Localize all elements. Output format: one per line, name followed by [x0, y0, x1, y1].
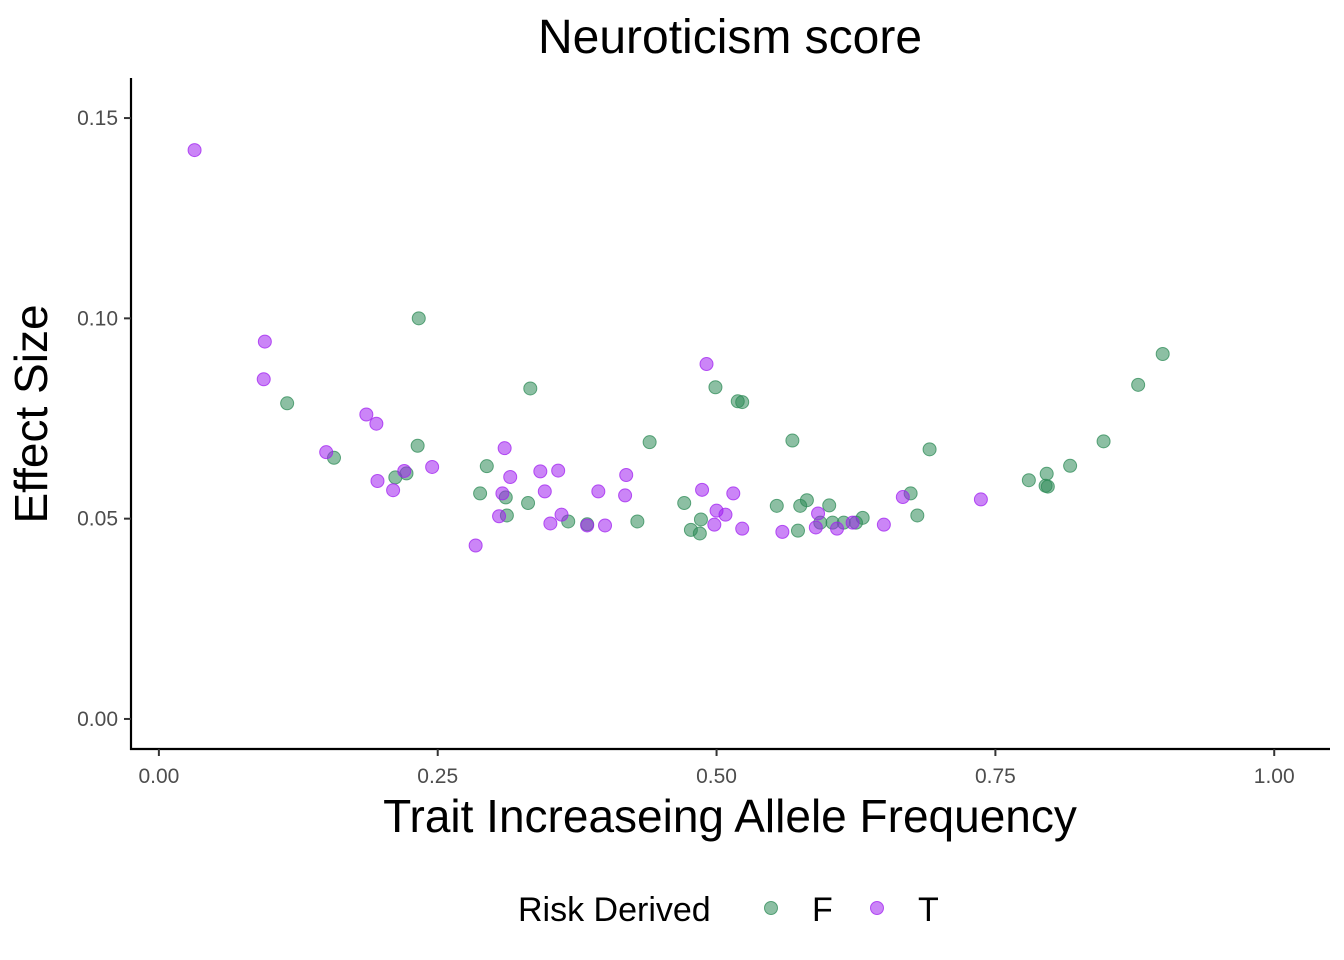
data-point-F	[1155, 347, 1170, 362]
data-point-F	[1063, 458, 1078, 473]
data-point-F	[922, 442, 937, 457]
data-point-T	[497, 441, 512, 456]
data-point-T	[718, 507, 733, 522]
legend-key-T	[870, 901, 884, 915]
data-point-T	[845, 515, 860, 530]
data-point-T	[830, 521, 845, 536]
data-point-T	[503, 469, 518, 484]
data-point-F	[411, 311, 426, 326]
legend-label-T: T	[918, 891, 939, 929]
data-point-F	[692, 526, 707, 541]
data-point-T	[811, 506, 826, 521]
data-point-T	[598, 518, 613, 533]
y-axis-ticks: 0.00 0.05 0.10 0.15	[77, 107, 131, 731]
legend-key-F	[764, 901, 778, 915]
data-point-T	[775, 524, 790, 539]
data-point-F	[910, 508, 925, 523]
data-point-F	[280, 396, 295, 411]
data-point-T	[554, 507, 569, 522]
data-point-F	[473, 486, 488, 501]
data-point-F	[769, 498, 784, 513]
data-point-T	[537, 484, 552, 499]
data-point-T	[591, 484, 606, 499]
data-point-F	[1040, 479, 1055, 494]
data-point-F	[642, 435, 657, 450]
y-tick-label: 0.05	[77, 508, 118, 531]
data-point-F	[521, 496, 536, 511]
data-point-T	[468, 538, 483, 553]
data-point-T	[543, 516, 558, 531]
data-point-F	[410, 438, 425, 453]
data-point-F	[523, 381, 538, 396]
data-point-T	[319, 445, 334, 460]
x-tick-label: 0.25	[417, 765, 458, 788]
data-point-F	[1039, 466, 1054, 481]
x-tick-label: 0.00	[138, 765, 179, 788]
legend-title: Risk Derived	[518, 891, 711, 929]
x-tick-label: 1.00	[1254, 765, 1295, 788]
data-point-T	[551, 463, 566, 478]
data-point-T	[187, 143, 202, 158]
data-point-T	[619, 467, 634, 482]
data-point-F	[735, 395, 750, 410]
y-tick-label: 0.10	[77, 307, 118, 330]
chart-title: Neuroticism score	[538, 11, 922, 64]
data-point-T	[618, 488, 633, 503]
data-point-T	[369, 416, 384, 431]
data-point-T	[492, 509, 507, 524]
x-tick-label: 0.75	[975, 765, 1016, 788]
data-point-F	[790, 523, 805, 538]
data-point-T	[580, 518, 595, 533]
data-point-F	[1131, 377, 1146, 392]
data-point-F	[822, 498, 837, 513]
data-point-T	[895, 490, 910, 505]
data-point-F	[708, 380, 723, 395]
data-point-F	[1021, 473, 1036, 488]
x-axis-title: Trait Increaseing Allele Frequency	[383, 790, 1077, 842]
data-point-F	[677, 496, 692, 511]
data-point-T	[386, 483, 401, 498]
data-point-T	[735, 521, 750, 536]
data-point-T	[876, 517, 891, 532]
data-point-T	[359, 407, 374, 422]
data-point-T	[397, 463, 412, 478]
data-point-F	[693, 512, 708, 527]
data-point-T	[695, 482, 710, 497]
legend-label-F: F	[812, 891, 833, 929]
data-point-T	[973, 492, 988, 507]
data-point-T	[533, 464, 548, 479]
data-point-T	[808, 520, 823, 535]
y-tick-label: 0.00	[77, 708, 118, 731]
data-point-T	[425, 459, 440, 474]
y-axis-title: Effect Size	[5, 304, 57, 523]
data-point-T	[256, 372, 271, 387]
x-axis-ticks: 0.00 0.25 0.50 0.75 1.00	[138, 749, 1295, 788]
data-point-F	[479, 459, 494, 474]
x-tick-label: 0.50	[696, 765, 737, 788]
data-point-F	[1096, 434, 1111, 449]
data-point-T	[707, 517, 722, 532]
data-point-T	[495, 486, 510, 501]
data-point-T	[726, 486, 741, 501]
y-tick-label: 0.15	[77, 107, 118, 130]
data-point-F	[785, 433, 800, 448]
data-point-T	[699, 357, 714, 372]
data-point-T	[257, 334, 272, 349]
data-point-F	[799, 493, 814, 508]
data-point-F	[630, 514, 645, 529]
data-points	[187, 143, 1170, 553]
data-point-T	[370, 474, 385, 489]
